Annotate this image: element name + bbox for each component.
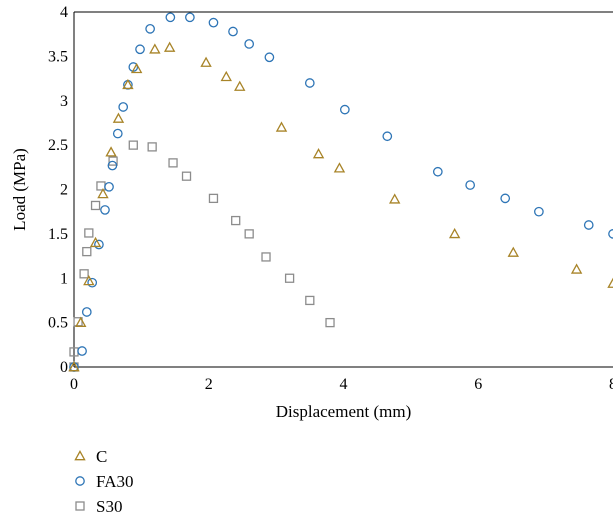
- legend-marker-c: [74, 450, 86, 461]
- legend-item-s30: S30: [75, 497, 122, 516]
- data-point-c: [312, 148, 325, 159]
- data-point-fa30: [118, 102, 129, 112]
- data-point-c: [448, 227, 461, 239]
- data-point-s30: [96, 181, 106, 191]
- x-tick-label: 8: [609, 376, 613, 393]
- x-tick-label: 2: [205, 376, 213, 393]
- data-point-s30: [147, 142, 157, 152]
- legend-label-s30: S30: [96, 497, 122, 516]
- legend-label-c: C: [96, 447, 107, 466]
- y-tick-label: 1.5: [48, 226, 68, 243]
- data-point-c: [389, 193, 401, 204]
- data-point-c: [234, 80, 246, 91]
- data-point-fa30: [94, 239, 104, 250]
- data-point-c: [83, 274, 95, 286]
- data-point-s30: [79, 269, 89, 279]
- data-point-s30: [84, 228, 94, 238]
- data-point-s30: [168, 158, 178, 168]
- data-point-c: [570, 263, 583, 274]
- legend-item-fa30: FA30: [75, 472, 133, 491]
- x-tick-label: 0: [70, 376, 78, 393]
- data-point-fa30: [107, 160, 118, 171]
- data-point-c: [97, 187, 109, 199]
- data-point-c: [75, 316, 87, 327]
- data-point-c: [333, 162, 346, 173]
- y-tick-label: 0: [60, 359, 68, 376]
- data-point-fa30: [264, 52, 275, 63]
- data-point-c: [275, 121, 288, 132]
- data-point-fa30: [500, 193, 511, 204]
- data-point-c: [607, 277, 613, 288]
- data-point-fa30: [112, 128, 123, 139]
- y-axis-title: Load (MPa): [10, 148, 29, 231]
- data-point-s30: [261, 252, 271, 262]
- data-point-fa30: [244, 39, 255, 49]
- data-point-c: [112, 112, 125, 123]
- data-point-fa30: [104, 181, 114, 192]
- data-point-fa30: [534, 206, 544, 217]
- plot-frame: [73, 11, 613, 368]
- x-tick-labels: 0 2 4 6 8: [70, 376, 613, 393]
- data-point-fa30: [185, 12, 195, 23]
- data-point-fa30: [165, 12, 176, 23]
- series-s30: [69, 140, 335, 372]
- data-point-fa30: [81, 307, 92, 317]
- data-point-c: [163, 41, 176, 52]
- y-tick-labels: 0 0.5 1 1.5 2 2.5 3 3.5 4: [48, 4, 68, 376]
- legend-label-fa30: FA30: [96, 472, 133, 491]
- data-point-s30: [284, 273, 295, 283]
- data-point-fa30: [432, 166, 443, 177]
- data-point-fa30: [208, 17, 219, 28]
- data-point-c: [89, 236, 102, 248]
- y-tick-label: 2.5: [48, 137, 68, 154]
- y-tick-label: 2: [60, 182, 68, 199]
- data-point-fa30: [382, 131, 393, 142]
- legend-marker-fa30: [75, 476, 85, 486]
- y-tick-label: 4: [60, 4, 68, 21]
- y-tick-label: 3: [60, 93, 68, 110]
- data-point-fa30: [583, 220, 594, 230]
- y-tick-label: 0.5: [48, 315, 68, 332]
- data-point-c: [130, 62, 143, 74]
- data-point-c: [220, 70, 232, 82]
- data-points: [68, 12, 613, 372]
- data-point-s30: [231, 215, 241, 226]
- data-point-s30: [244, 229, 254, 239]
- data-point-s30: [181, 171, 192, 181]
- x-axis-title: Displacement (mm): [276, 402, 412, 421]
- legend: C FA30 S30: [74, 447, 133, 516]
- legend-item-c: C: [74, 447, 107, 466]
- data-point-s30: [82, 246, 92, 257]
- data-point-fa30: [304, 78, 315, 88]
- data-point-fa30: [135, 44, 145, 55]
- data-point-c: [68, 361, 80, 372]
- data-point-fa30: [608, 229, 613, 239]
- data-point-s30: [108, 156, 118, 166]
- data-point-c: [105, 146, 117, 157]
- data-point-s30: [90, 200, 101, 211]
- data-point-c: [507, 246, 519, 257]
- data-point-fa30: [339, 104, 350, 115]
- legend-marker-s30: [75, 501, 85, 511]
- data-point-c: [149, 43, 161, 54]
- data-point-fa30: [87, 277, 98, 288]
- data-point-s30: [325, 317, 335, 328]
- x-tick-label: 4: [340, 376, 348, 393]
- data-point-fa30: [465, 180, 476, 190]
- data-point-fa30: [77, 346, 87, 356]
- x-tick-label: 6: [474, 376, 482, 393]
- series-fa30: [69, 12, 613, 372]
- data-point-s30: [128, 140, 138, 150]
- series-c: [68, 41, 613, 372]
- data-point-s30: [305, 295, 315, 306]
- y-tick-label: 3.5: [48, 48, 68, 65]
- data-point-fa30: [228, 26, 238, 37]
- data-point-s30: [208, 193, 219, 204]
- data-point-fa30: [145, 24, 155, 34]
- data-point-c: [122, 78, 134, 90]
- data-point-c: [200, 56, 212, 67]
- y-tick-label: 1: [60, 270, 68, 287]
- data-point-fa30: [100, 205, 110, 215]
